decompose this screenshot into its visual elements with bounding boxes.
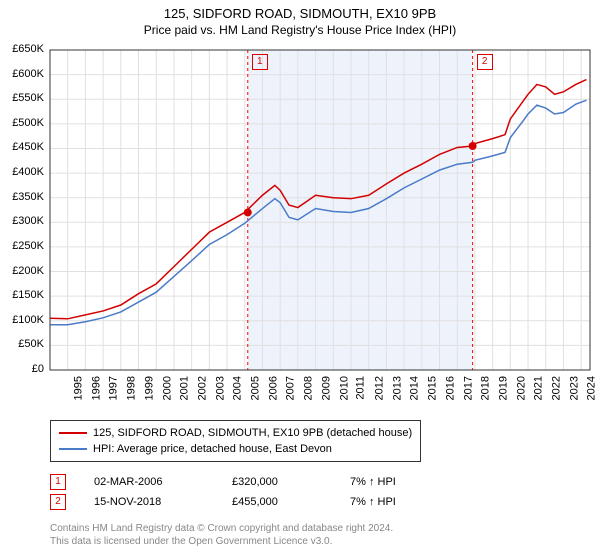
x-tick-label: 2000 bbox=[161, 376, 173, 400]
y-tick-label: £200K bbox=[0, 265, 44, 277]
x-tick-label: 2005 bbox=[250, 376, 262, 400]
x-tick-label: 2008 bbox=[303, 376, 315, 400]
y-tick-label: £500K bbox=[0, 117, 44, 129]
y-tick-label: £0 bbox=[0, 363, 44, 375]
x-tick-label: 2017 bbox=[462, 376, 474, 400]
legend-item: 125, SIDFORD ROAD, SIDMOUTH, EX10 9PB (d… bbox=[59, 425, 412, 441]
footer-line-1: Contains HM Land Registry data © Crown c… bbox=[50, 522, 393, 535]
y-tick-label: £300K bbox=[0, 215, 44, 227]
sale-row: 2 15-NOV-2018 £455,000 7% ↑ HPI bbox=[50, 492, 396, 512]
y-tick-label: £150K bbox=[0, 289, 44, 301]
x-tick-label: 2013 bbox=[391, 376, 403, 400]
x-tick-label: 2020 bbox=[515, 376, 527, 400]
x-tick-label: 2019 bbox=[497, 376, 509, 400]
sale-date: 15-NOV-2018 bbox=[94, 496, 204, 508]
x-tick-label: 2003 bbox=[214, 376, 226, 400]
y-tick-label: £600K bbox=[0, 68, 44, 80]
y-tick-label: £650K bbox=[0, 43, 44, 55]
x-tick-label: 2012 bbox=[373, 376, 385, 400]
footer: Contains HM Land Registry data © Crown c… bbox=[50, 522, 393, 548]
x-tick-label: 1996 bbox=[90, 376, 102, 400]
sale-marker-label: 1 bbox=[252, 54, 268, 70]
x-tick-label: 1997 bbox=[108, 376, 120, 400]
sale-diff: 7% ↑ HPI bbox=[350, 476, 396, 488]
x-tick-label: 2021 bbox=[533, 376, 545, 400]
sale-price: £455,000 bbox=[232, 496, 322, 508]
x-tick-label: 2001 bbox=[179, 376, 191, 400]
sale-date: 02-MAR-2006 bbox=[94, 476, 204, 488]
x-tick-label: 2007 bbox=[285, 376, 297, 400]
legend-label: 125, SIDFORD ROAD, SIDMOUTH, EX10 9PB (d… bbox=[93, 427, 412, 439]
y-tick-label: £350K bbox=[0, 191, 44, 203]
x-tick-label: 2022 bbox=[551, 376, 563, 400]
x-tick-label: 1995 bbox=[72, 376, 84, 400]
x-tick-label: 1998 bbox=[126, 376, 138, 400]
chart-plot bbox=[0, 0, 600, 420]
x-tick-label: 2024 bbox=[586, 376, 598, 400]
footer-line-2: This data is licensed under the Open Gov… bbox=[50, 535, 393, 548]
y-tick-label: £450K bbox=[0, 141, 44, 153]
legend-swatch bbox=[59, 448, 87, 450]
y-tick-label: £250K bbox=[0, 240, 44, 252]
sale-price: £320,000 bbox=[232, 476, 322, 488]
y-tick-label: £550K bbox=[0, 92, 44, 104]
sale-marker-box: 2 bbox=[50, 494, 66, 510]
sale-diff: 7% ↑ HPI bbox=[350, 496, 396, 508]
x-tick-label: 2010 bbox=[338, 376, 350, 400]
x-tick-label: 2016 bbox=[444, 376, 456, 400]
sale-marker-box: 1 bbox=[50, 474, 66, 490]
x-tick-label: 2009 bbox=[320, 376, 332, 400]
sales-table: 1 02-MAR-2006 £320,000 7% ↑ HPI 2 15-NOV-2018… bbox=[50, 472, 396, 512]
x-tick-label: 1999 bbox=[143, 376, 155, 400]
x-tick-label: 2002 bbox=[196, 376, 208, 400]
sale-row: 1 02-MAR-2006 £320,000 7% ↑ HPI bbox=[50, 472, 396, 492]
x-tick-label: 2023 bbox=[568, 376, 580, 400]
x-tick-label: 2018 bbox=[480, 376, 492, 400]
legend-label: HPI: Average price, detached house, East… bbox=[93, 443, 332, 455]
y-tick-label: £100K bbox=[0, 314, 44, 326]
legend-item: HPI: Average price, detached house, East… bbox=[59, 441, 412, 457]
chart-container: 125, SIDFORD ROAD, SIDMOUTH, EX10 9PB Pr… bbox=[0, 0, 600, 560]
x-tick-label: 2004 bbox=[232, 376, 244, 400]
legend-swatch bbox=[59, 432, 87, 434]
x-tick-label: 2014 bbox=[409, 376, 421, 400]
sale-marker-label: 2 bbox=[477, 54, 493, 70]
x-tick-label: 2006 bbox=[267, 376, 279, 400]
x-tick-label: 2011 bbox=[355, 376, 367, 400]
y-tick-label: £400K bbox=[0, 166, 44, 178]
y-tick-label: £50K bbox=[0, 338, 44, 350]
legend: 125, SIDFORD ROAD, SIDMOUTH, EX10 9PB (d… bbox=[50, 420, 421, 462]
x-tick-label: 2015 bbox=[427, 376, 439, 400]
